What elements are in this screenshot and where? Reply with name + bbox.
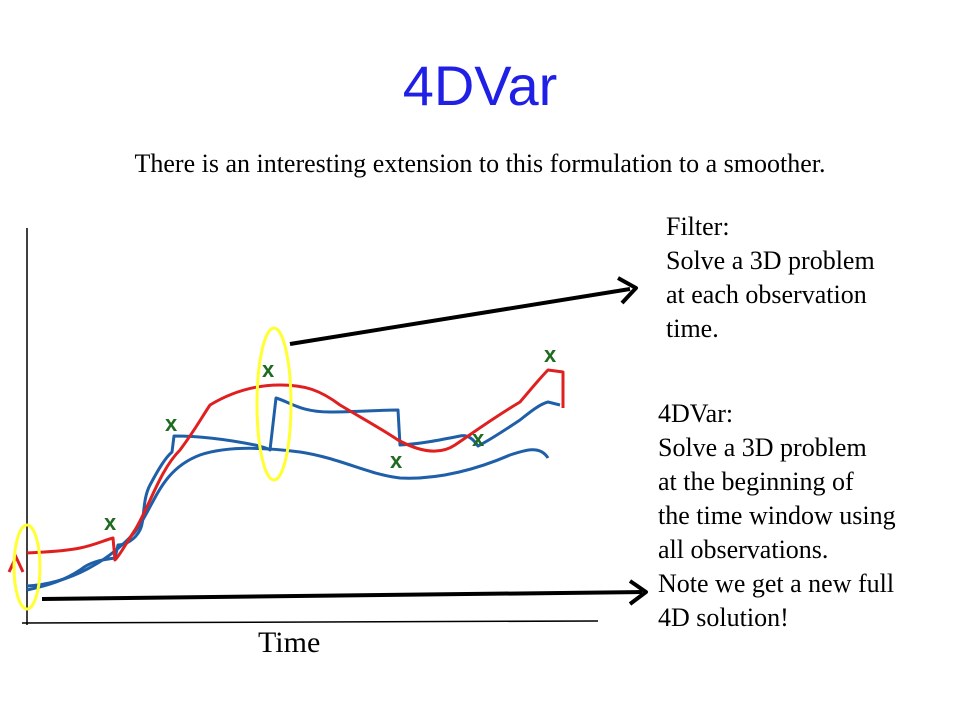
fourdvar-note-line: Solve a 3D problem — [658, 433, 867, 462]
fourdvar-note-line: Note we get a new full — [658, 569, 895, 598]
arrow-to-filter-note — [289, 276, 638, 346]
initial-condition-caret — [7, 553, 25, 573]
fourdvar-note: 4DVar: Solve a 3D problem at the beginni… — [658, 397, 896, 635]
fourdvar-note-line: the time window using — [658, 501, 896, 530]
observation-marker: x — [390, 448, 403, 473]
filter-note-line: at each observation — [666, 280, 867, 309]
x-axis — [21, 620, 599, 624]
highlight-ellipse-initial — [12, 523, 42, 611]
observation-marker: x — [104, 510, 117, 535]
fourdvar-note-line: all observations. — [658, 535, 829, 564]
fourdvar-note-line: 4D solution! — [658, 603, 789, 632]
filter-note-line: Filter: — [666, 212, 730, 241]
filter-note: Filter: Solve a 3D problem at each obser… — [666, 210, 875, 346]
observation-marker: x — [472, 426, 485, 451]
arrow-to-4dvar-note — [41, 579, 648, 606]
x-axis-label: Time — [258, 626, 321, 659]
slide-subtitle: There is an interesting extension to thi… — [134, 149, 826, 178]
blue-trajectory-upper — [26, 396, 561, 592]
fourdvar-note-line: at the beginning of — [658, 467, 854, 496]
highlight-ellipse-analysis — [255, 326, 293, 482]
observation-marker: x — [165, 411, 178, 436]
observation-marker: x — [262, 357, 275, 382]
observation-marker: x — [544, 342, 557, 367]
fourdvar-note-line: 4DVar: — [658, 399, 734, 428]
observation-markers: x x x x x x — [104, 342, 557, 535]
filter-note-line: Solve a 3D problem — [666, 246, 875, 275]
slide-title: 4DVar — [402, 54, 558, 117]
red-trajectory — [26, 368, 565, 562]
filter-note-line: time. — [666, 314, 719, 343]
